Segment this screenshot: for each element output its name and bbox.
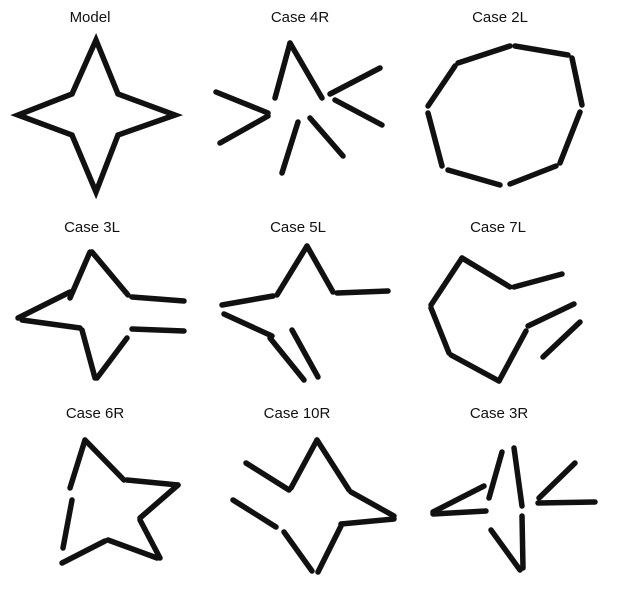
panel-label-case-2l: Case 2L (472, 9, 528, 26)
shape-case-3l (15, 249, 187, 381)
panel-label-case-7l: Case 7L (470, 219, 526, 236)
panel-label-case-3r: Case 3R (470, 405, 529, 422)
shape-case-10r (230, 437, 397, 575)
shape-case-6r (59, 437, 181, 566)
shape-case-2l (425, 43, 585, 188)
panel-label-model: Model (70, 9, 111, 26)
shape-case-4r (213, 40, 385, 176)
panel-label-case-3l: Case 3L (64, 219, 120, 236)
shape-case-5l (219, 243, 391, 383)
panel-label-case-4r: Case 4R (271, 9, 330, 26)
shape-model (10, 32, 184, 200)
shape-case-3r (430, 445, 598, 573)
panel-label-case-10r: Case 10R (264, 405, 331, 422)
panel-label-case-6r: Case 6R (66, 405, 125, 422)
panel-label-case-5l: Case 5L (270, 219, 326, 236)
shape-case-7l (428, 255, 583, 384)
